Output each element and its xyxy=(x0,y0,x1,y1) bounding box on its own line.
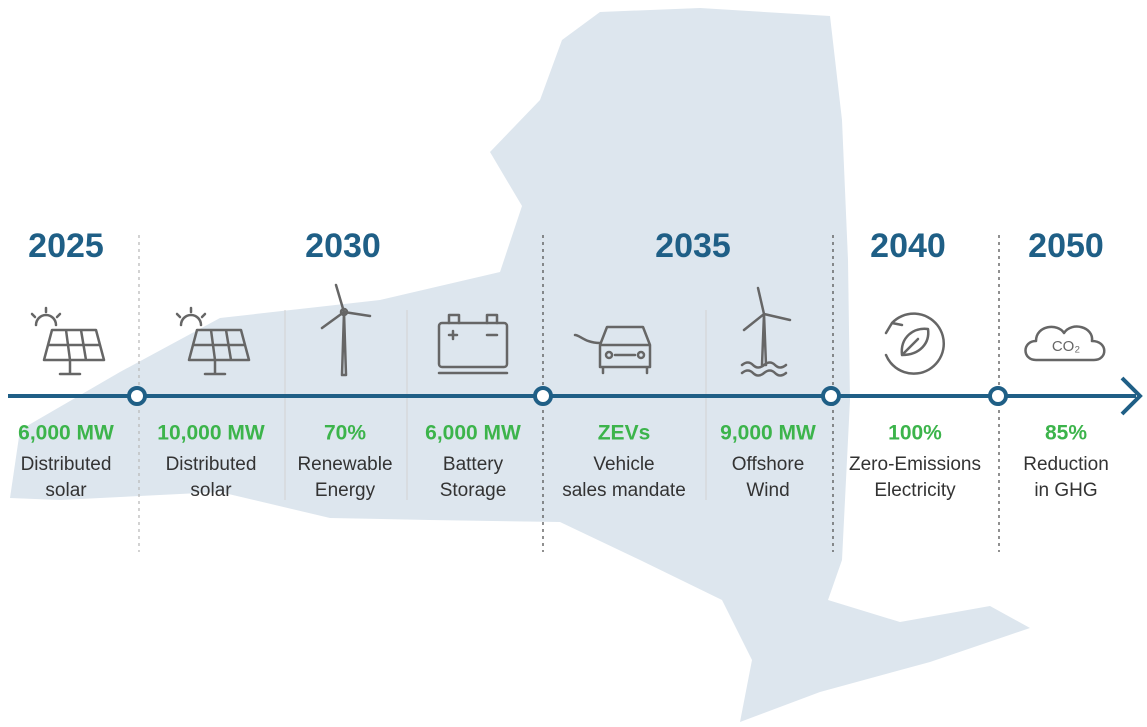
target-label: Electricity xyxy=(874,480,956,501)
target-label: Reduction xyxy=(1023,454,1109,475)
target-value: 6,000 MW xyxy=(425,422,521,445)
target-value: ZEVs xyxy=(598,422,651,445)
target-value: 6,000 MW xyxy=(18,422,114,445)
target-value: 10,000 MW xyxy=(157,422,265,445)
co2-label: CO₂ xyxy=(1052,338,1081,355)
target-label: Zero-Emissions xyxy=(849,454,981,475)
target-label: sales mandate xyxy=(562,480,686,501)
target-value: 100% xyxy=(888,422,942,445)
icons xyxy=(30,283,945,377)
target-label: Renewable xyxy=(297,454,392,475)
target-label: Wind xyxy=(746,480,789,501)
target-label: in GHG xyxy=(1034,480,1097,501)
co2-icon: CO₂ xyxy=(1024,325,1106,362)
target-label: Distributed xyxy=(166,454,257,475)
target-label: Energy xyxy=(315,480,376,501)
target-value: 9,000 MW xyxy=(720,422,816,445)
target-label: Storage xyxy=(440,480,507,501)
year-label: 2050 xyxy=(1028,227,1104,265)
target-label: Battery xyxy=(443,454,504,475)
year-label: 2025 xyxy=(28,227,104,265)
target-label: Distributed xyxy=(21,454,112,475)
target-label: solar xyxy=(190,480,232,501)
target-label: solar xyxy=(45,480,87,501)
target-value: 70% xyxy=(324,422,366,445)
year-label: 2030 xyxy=(305,227,381,265)
state-map xyxy=(10,8,1030,722)
target-label: Offshore xyxy=(732,454,805,475)
year-label: 2035 xyxy=(655,227,731,265)
target-label: Vehicle xyxy=(593,454,654,475)
timeline-axis xyxy=(8,376,1143,416)
year-label: 2040 xyxy=(870,227,946,265)
target-value: 85% xyxy=(1045,422,1087,445)
separators xyxy=(284,310,707,500)
